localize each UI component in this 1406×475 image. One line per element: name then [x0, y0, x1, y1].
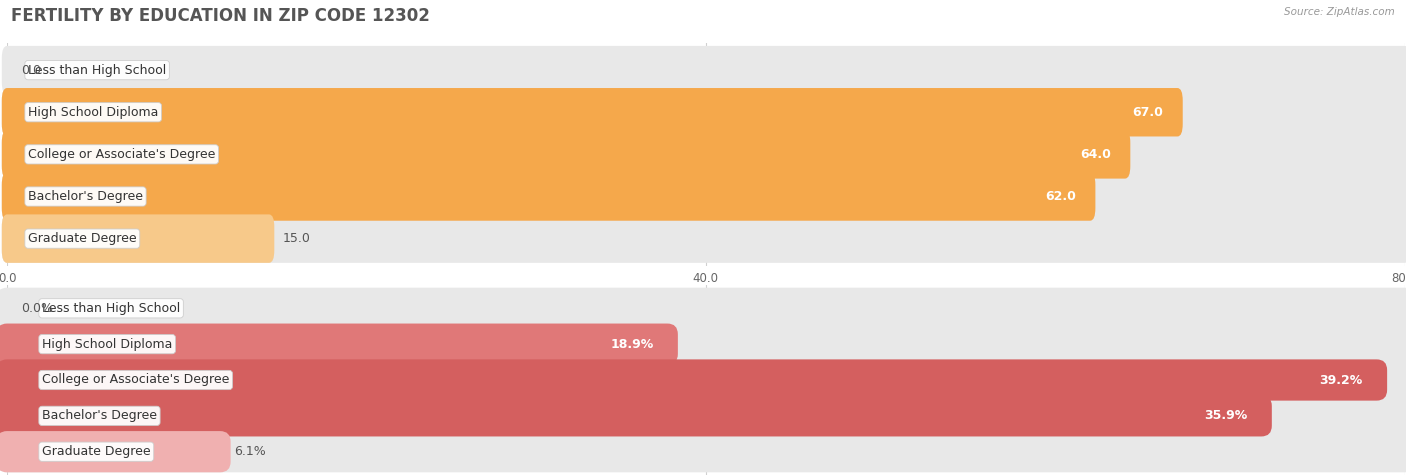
Text: 18.9%: 18.9%: [610, 338, 654, 351]
Text: 67.0: 67.0: [1133, 106, 1164, 119]
Text: Bachelor's Degree: Bachelor's Degree: [42, 409, 157, 422]
Text: Less than High School: Less than High School: [28, 64, 166, 76]
Text: Graduate Degree: Graduate Degree: [28, 232, 136, 245]
FancyBboxPatch shape: [1, 214, 1406, 263]
FancyBboxPatch shape: [0, 360, 1388, 400]
FancyBboxPatch shape: [1, 214, 274, 263]
Text: 35.9%: 35.9%: [1204, 409, 1247, 422]
FancyBboxPatch shape: [0, 323, 1406, 365]
FancyBboxPatch shape: [1, 172, 1406, 221]
FancyBboxPatch shape: [0, 431, 231, 472]
FancyBboxPatch shape: [1, 130, 1406, 179]
FancyBboxPatch shape: [1, 172, 1095, 221]
Text: FERTILITY BY EDUCATION IN ZIP CODE 12302: FERTILITY BY EDUCATION IN ZIP CODE 12302: [11, 7, 430, 25]
Text: 6.1%: 6.1%: [235, 445, 266, 458]
Text: College or Associate's Degree: College or Associate's Degree: [28, 148, 215, 161]
FancyBboxPatch shape: [1, 46, 1406, 95]
FancyBboxPatch shape: [1, 88, 1406, 136]
FancyBboxPatch shape: [0, 395, 1272, 437]
Text: 15.0: 15.0: [283, 232, 311, 245]
Text: College or Associate's Degree: College or Associate's Degree: [42, 373, 229, 387]
Text: 39.2%: 39.2%: [1319, 373, 1362, 387]
FancyBboxPatch shape: [0, 395, 1406, 437]
FancyBboxPatch shape: [0, 360, 1406, 400]
Text: High School Diploma: High School Diploma: [28, 106, 159, 119]
Text: Source: ZipAtlas.com: Source: ZipAtlas.com: [1284, 7, 1395, 17]
Text: High School Diploma: High School Diploma: [42, 338, 173, 351]
Text: 62.0: 62.0: [1045, 190, 1076, 203]
FancyBboxPatch shape: [1, 130, 1130, 179]
Text: 64.0: 64.0: [1080, 148, 1111, 161]
Text: Graduate Degree: Graduate Degree: [42, 445, 150, 458]
FancyBboxPatch shape: [0, 288, 1406, 329]
FancyBboxPatch shape: [0, 431, 1406, 472]
Text: 0.0%: 0.0%: [21, 302, 53, 315]
Text: Less than High School: Less than High School: [42, 302, 180, 315]
Text: Bachelor's Degree: Bachelor's Degree: [28, 190, 143, 203]
FancyBboxPatch shape: [1, 88, 1182, 136]
FancyBboxPatch shape: [0, 323, 678, 365]
Text: 0.0: 0.0: [21, 64, 41, 76]
